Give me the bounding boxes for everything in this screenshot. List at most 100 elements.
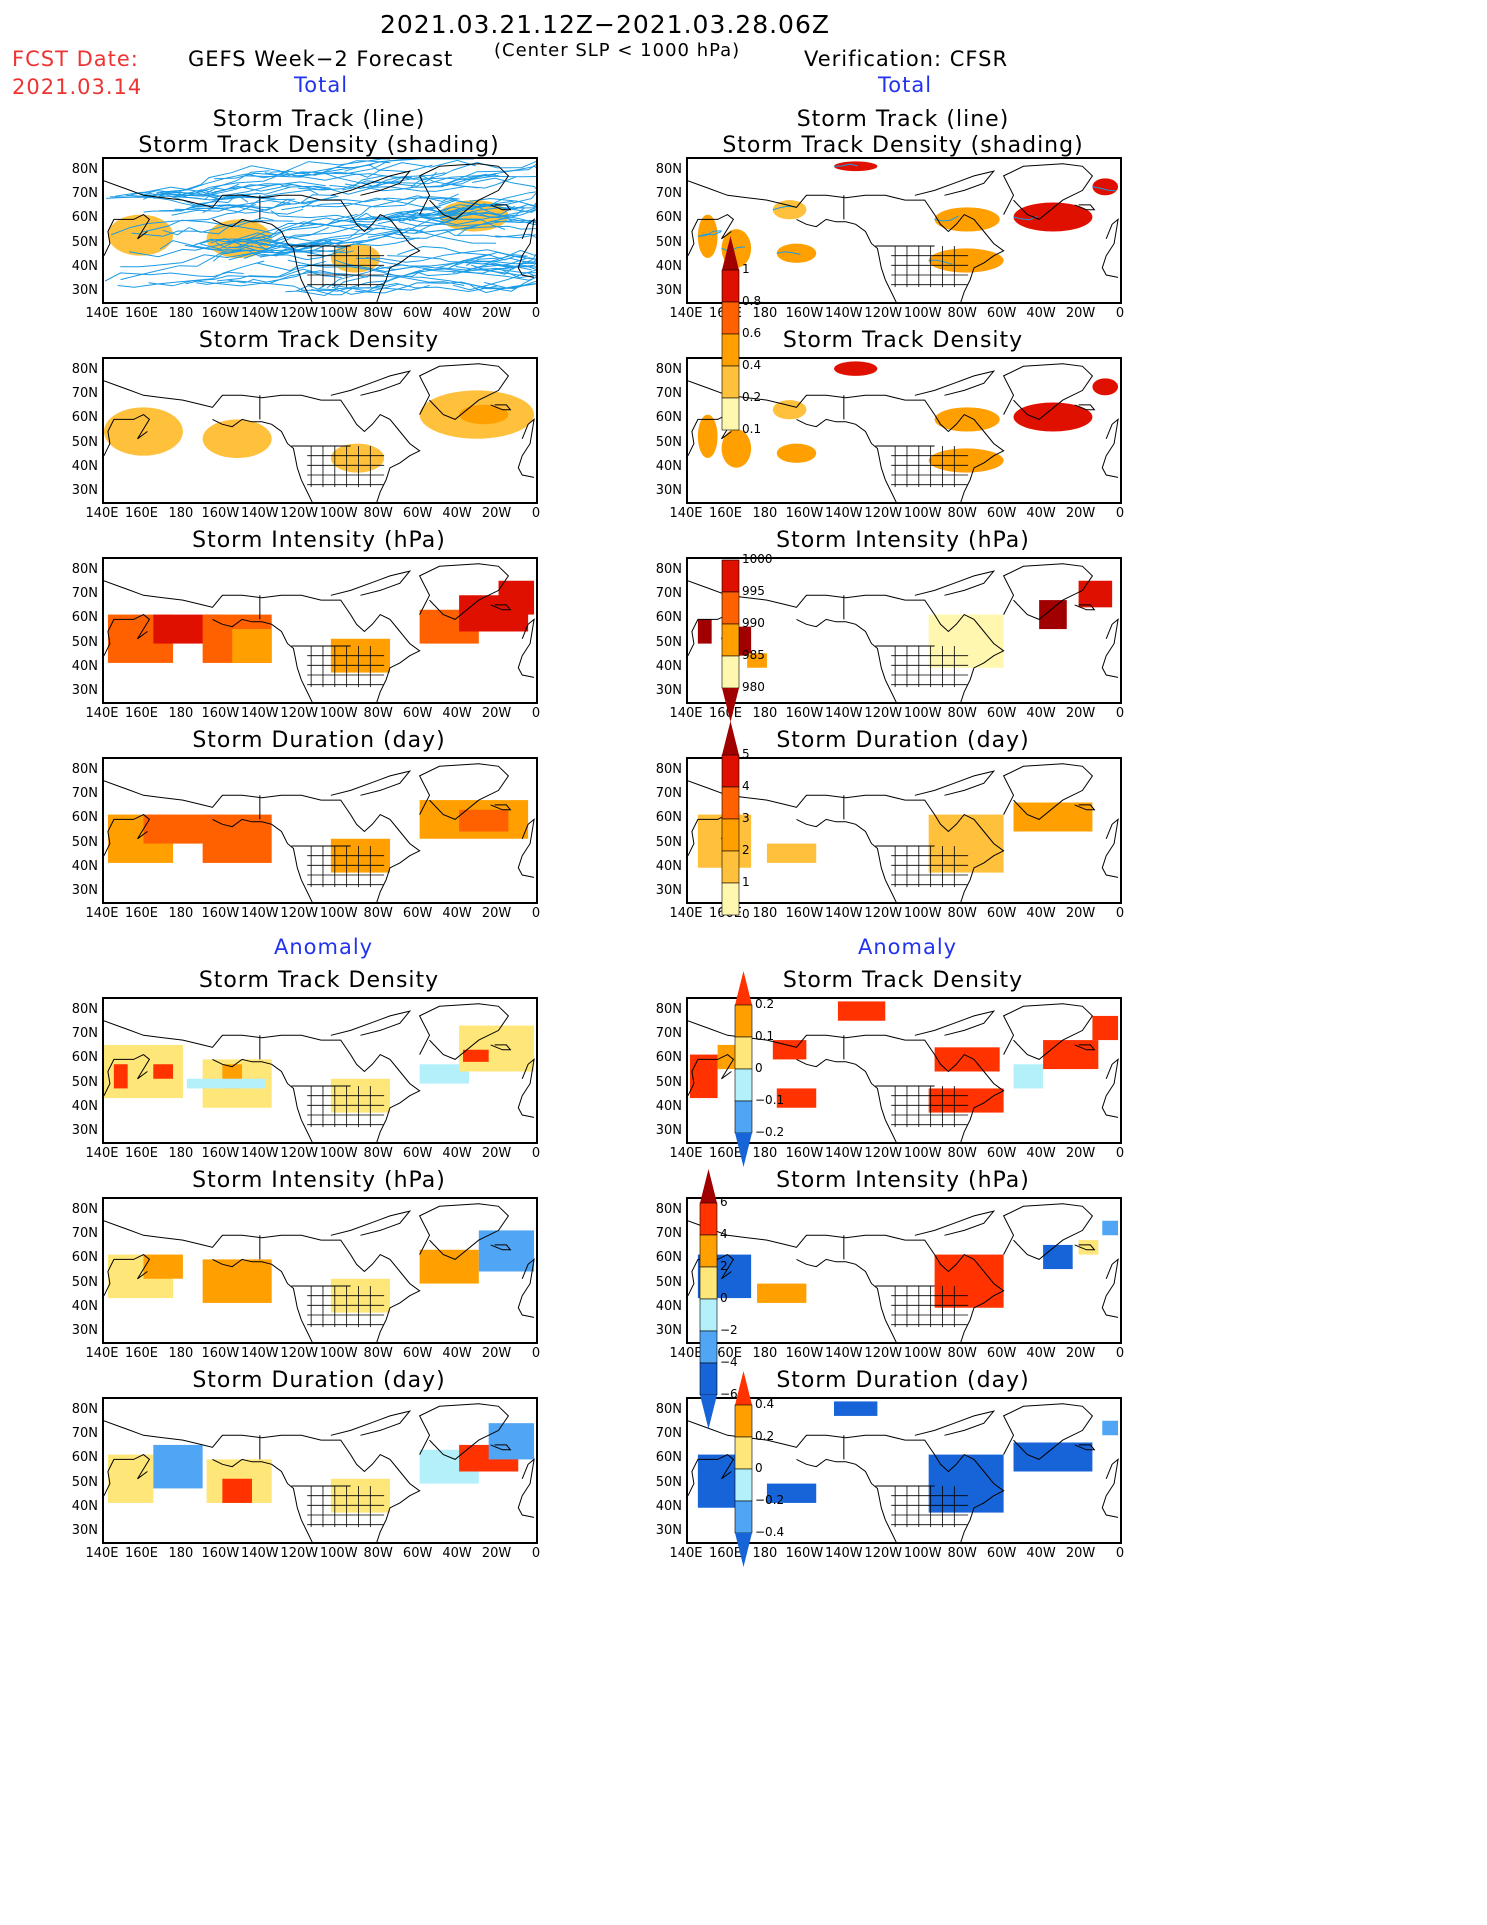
cfsr-total-track-plot bbox=[688, 161, 1119, 302]
shaded-region bbox=[928, 448, 1004, 473]
storm-track-line bbox=[426, 208, 536, 239]
lon-tick-label: 0 bbox=[531, 506, 541, 521]
lon-tick-label: 100W bbox=[319, 1146, 358, 1161]
lon-tick-label: 40W bbox=[1026, 306, 1056, 321]
lat-tick-label: 70N bbox=[71, 1226, 98, 1242]
fcst-date-value: 2021.03.14 bbox=[12, 75, 143, 99]
lat-tick-label: 70N bbox=[71, 186, 98, 202]
colorbar-segment bbox=[721, 397, 740, 431]
lon-tick-label: 140E bbox=[85, 1346, 119, 1361]
coastline bbox=[688, 214, 735, 256]
storm-track-line bbox=[200, 240, 332, 255]
lat-tick-label: 60N bbox=[71, 410, 98, 426]
lat-tick-label: 30N bbox=[71, 1322, 98, 1338]
storm-track-line bbox=[450, 251, 536, 268]
coastline bbox=[212, 1458, 313, 1542]
coastline bbox=[796, 818, 897, 902]
lat-tick-label: 80N bbox=[655, 1002, 682, 1018]
panel-title: Storm Intensity (hPa) bbox=[776, 528, 1030, 553]
lon-tick-label: 160E bbox=[124, 1146, 158, 1161]
storm-track-line bbox=[465, 249, 536, 266]
colorbar-tick-label: −4 bbox=[720, 1355, 738, 1369]
gefs-anom-intensity-plot bbox=[104, 1203, 535, 1342]
storm-track-line bbox=[409, 160, 536, 189]
lat-tick-label: 30N bbox=[655, 1522, 682, 1538]
coastline bbox=[1074, 1444, 1096, 1451]
colorbar-segment bbox=[721, 623, 740, 657]
storm-track-line bbox=[335, 253, 491, 271]
lon-tick-label: 20W bbox=[1065, 706, 1096, 721]
cfsr-anom-intensity-map bbox=[686, 1197, 1122, 1344]
lat-tick-label: 80N bbox=[71, 562, 98, 578]
coastline bbox=[1101, 818, 1119, 878]
colorbar-tick-label: 3 bbox=[742, 811, 750, 825]
coastline bbox=[914, 770, 996, 796]
lon-tick-label: 60W bbox=[986, 506, 1017, 521]
lat-tick-label: 30N bbox=[71, 682, 98, 698]
cfsr-anom-density-plot bbox=[688, 1001, 1119, 1142]
lon-tick-label: 140E bbox=[669, 1146, 703, 1161]
lon-tick-label: 60W bbox=[986, 1346, 1017, 1361]
coastline bbox=[688, 1054, 735, 1096]
lon-tick-label: 140W bbox=[824, 1346, 863, 1361]
shaded-region bbox=[113, 1064, 128, 1089]
panel-title-line2: Storm Track Density (shading) bbox=[722, 133, 1084, 158]
colorbar-arrow-top bbox=[735, 971, 752, 1005]
storm-track-line bbox=[697, 231, 722, 237]
lon-tick-label: 160W bbox=[201, 306, 240, 321]
lat-tick-label: 70N bbox=[71, 1026, 98, 1042]
lon-tick-label: 160E bbox=[124, 1346, 158, 1361]
storm-track-line bbox=[311, 284, 430, 296]
storm-track-line bbox=[483, 261, 536, 271]
lat-tick-label: 30N bbox=[71, 1522, 98, 1538]
lon-tick-label: 60W bbox=[986, 1546, 1017, 1561]
coastline bbox=[104, 1220, 421, 1342]
coastline bbox=[418, 363, 510, 420]
lon-tick-label: 60W bbox=[986, 306, 1017, 321]
storm-track-line bbox=[366, 256, 532, 271]
panel-title: Storm Track Density bbox=[782, 968, 1024, 993]
coastline bbox=[688, 780, 1005, 902]
lon-tick-label: 160W bbox=[785, 306, 824, 321]
lon-tick-label: 100W bbox=[319, 506, 358, 521]
panel-title-line1: Storm Track (line) bbox=[796, 107, 1010, 132]
lat-tick-label: 60N bbox=[655, 1250, 682, 1266]
colorbar-segment bbox=[699, 1202, 718, 1236]
storm-track-line bbox=[441, 164, 536, 186]
colorbar-tick-label: 0.8 bbox=[742, 294, 762, 308]
lat-tick-label: 50N bbox=[71, 1074, 98, 1090]
storm-track-line bbox=[833, 163, 858, 167]
lon-tick-label: 160W bbox=[201, 906, 240, 921]
colorbar-tick-label: 6 bbox=[720, 1195, 728, 1209]
colorbar-tick-label: 0 bbox=[755, 1461, 763, 1475]
lat-tick-label: 70N bbox=[71, 1426, 98, 1442]
storm-track-line bbox=[313, 159, 476, 175]
gefs-total-track-map bbox=[102, 157, 538, 304]
lat-tick-label: 70N bbox=[655, 586, 682, 602]
lon-tick-label: 180 bbox=[168, 1346, 194, 1361]
storm-track-line bbox=[316, 275, 465, 291]
shaded-region bbox=[766, 1483, 817, 1503]
coastline bbox=[688, 580, 1005, 702]
shaded-region bbox=[1043, 1244, 1073, 1270]
lon-tick-label: 120W bbox=[280, 1546, 319, 1561]
colorbar-tick-label: 0 bbox=[742, 907, 750, 921]
shaded-region bbox=[928, 248, 1004, 273]
shaded-region bbox=[459, 404, 509, 425]
lon-tick-label: 140E bbox=[85, 1546, 119, 1561]
lon-tick-label: 120W bbox=[280, 906, 319, 921]
lon-tick-label: 40W bbox=[442, 706, 472, 721]
lon-tick-label: 180 bbox=[168, 906, 194, 921]
storm-track-line bbox=[349, 204, 472, 221]
lon-tick-label: 0 bbox=[1115, 306, 1125, 321]
lon-tick-label: 100W bbox=[319, 906, 358, 921]
shaded-region bbox=[143, 1254, 183, 1279]
storm-track-line bbox=[377, 207, 525, 225]
storm-track-line bbox=[131, 224, 276, 237]
coastline bbox=[1074, 1244, 1096, 1251]
coastline bbox=[1074, 404, 1096, 411]
coastline bbox=[418, 763, 510, 820]
colorbar-tick-label: 980 bbox=[742, 680, 765, 694]
lon-tick-label: 0 bbox=[1115, 1346, 1125, 1361]
shaded-region bbox=[222, 1478, 252, 1503]
